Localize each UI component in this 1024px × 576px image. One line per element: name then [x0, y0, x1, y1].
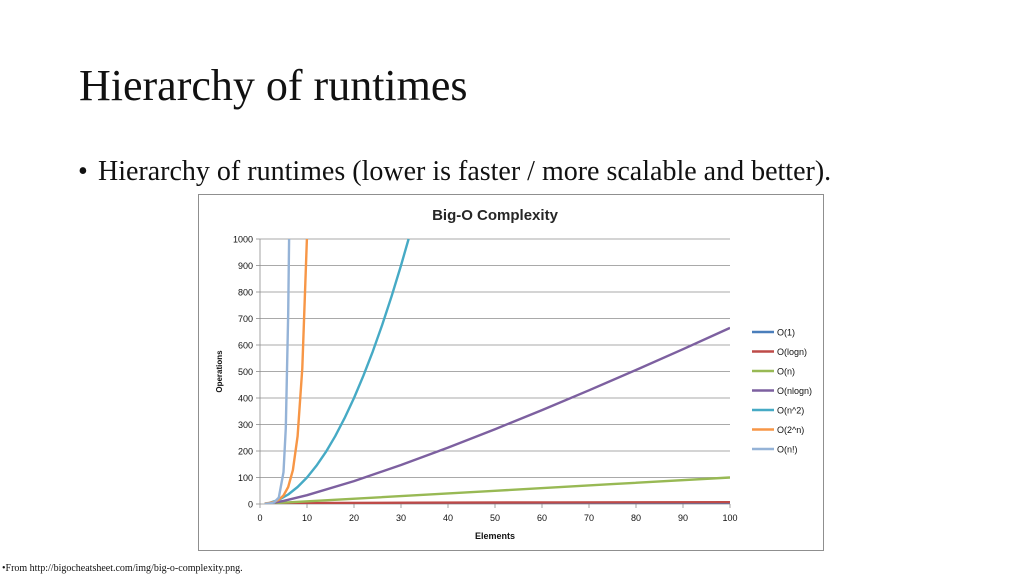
- x-tick-label: 100: [722, 513, 737, 523]
- y-tick-label: 0: [248, 500, 253, 510]
- x-tick-label: 20: [349, 513, 359, 523]
- y-tick-label: 600: [238, 341, 253, 351]
- chart-svg: Big-O Complexity010020030040050060070080…: [215, 207, 812, 541]
- series-line-o-nlogn: [264, 326, 730, 504]
- x-tick-label: 10: [302, 513, 312, 523]
- series-line-o-n: [264, 238, 291, 504]
- bullet-item: • Hierarchy of runtimes (lower is faster…: [78, 156, 878, 188]
- slide-title: Hierarchy of runtimes: [79, 61, 468, 110]
- bullet-list: • Hierarchy of runtimes (lower is faster…: [78, 156, 878, 188]
- series-line-o-n: [264, 476, 730, 504]
- y-tick-label: 200: [238, 447, 253, 457]
- bullet-text: Hierarchy of runtimes (lower is faster /…: [98, 156, 832, 187]
- legend-label: O(n!): [777, 445, 798, 455]
- y-tick-label: 500: [238, 367, 253, 377]
- big-o-chart: Big-O Complexity 0 100 200 300 400 500 600 700 80…: [198, 194, 824, 551]
- bullet-marker: •: [78, 156, 88, 187]
- y-tick-label: 400: [238, 394, 253, 404]
- y-tick-label: 900: [238, 261, 253, 271]
- legend-label: O(1): [777, 328, 795, 338]
- y-tick-label: 100: [238, 473, 253, 483]
- legend-label: O(n): [777, 367, 795, 377]
- x-tick-label: 90: [678, 513, 688, 523]
- legend-label: O(n^2): [777, 406, 804, 416]
- footnote-marker: •: [2, 563, 6, 574]
- footnote-text: From http://bigocheatsheet.com/img/big-o…: [5, 563, 243, 574]
- legend-label: O(logn): [777, 347, 807, 357]
- y-tick-label: 300: [238, 420, 253, 430]
- legend-label: O(2^n): [777, 425, 804, 435]
- y-tick-label: 1000: [233, 235, 253, 245]
- y-tick-label: 800: [238, 288, 253, 298]
- x-axis-title: Elements: [475, 531, 515, 541]
- series-line-o-logn: [269, 501, 730, 504]
- x-tick-label: 50: [490, 513, 500, 523]
- x-tick-label: 40: [443, 513, 453, 523]
- x-tick-label: 30: [396, 513, 406, 523]
- series-line-o-n-2: [264, 238, 410, 504]
- chart-title: Big-O Complexity: [432, 207, 559, 224]
- y-axis-title: Operations: [215, 350, 224, 393]
- y-tick-label: 700: [238, 314, 253, 324]
- x-tick-label: 80: [631, 513, 641, 523]
- footnote: •From http://bigocheatsheet.com/img/big-…: [2, 563, 243, 575]
- x-tick-label: 70: [584, 513, 594, 523]
- x-tick-label: 60: [537, 513, 547, 523]
- x-tick-label: 0: [257, 513, 262, 523]
- legend-label: O(nlogn): [777, 386, 812, 396]
